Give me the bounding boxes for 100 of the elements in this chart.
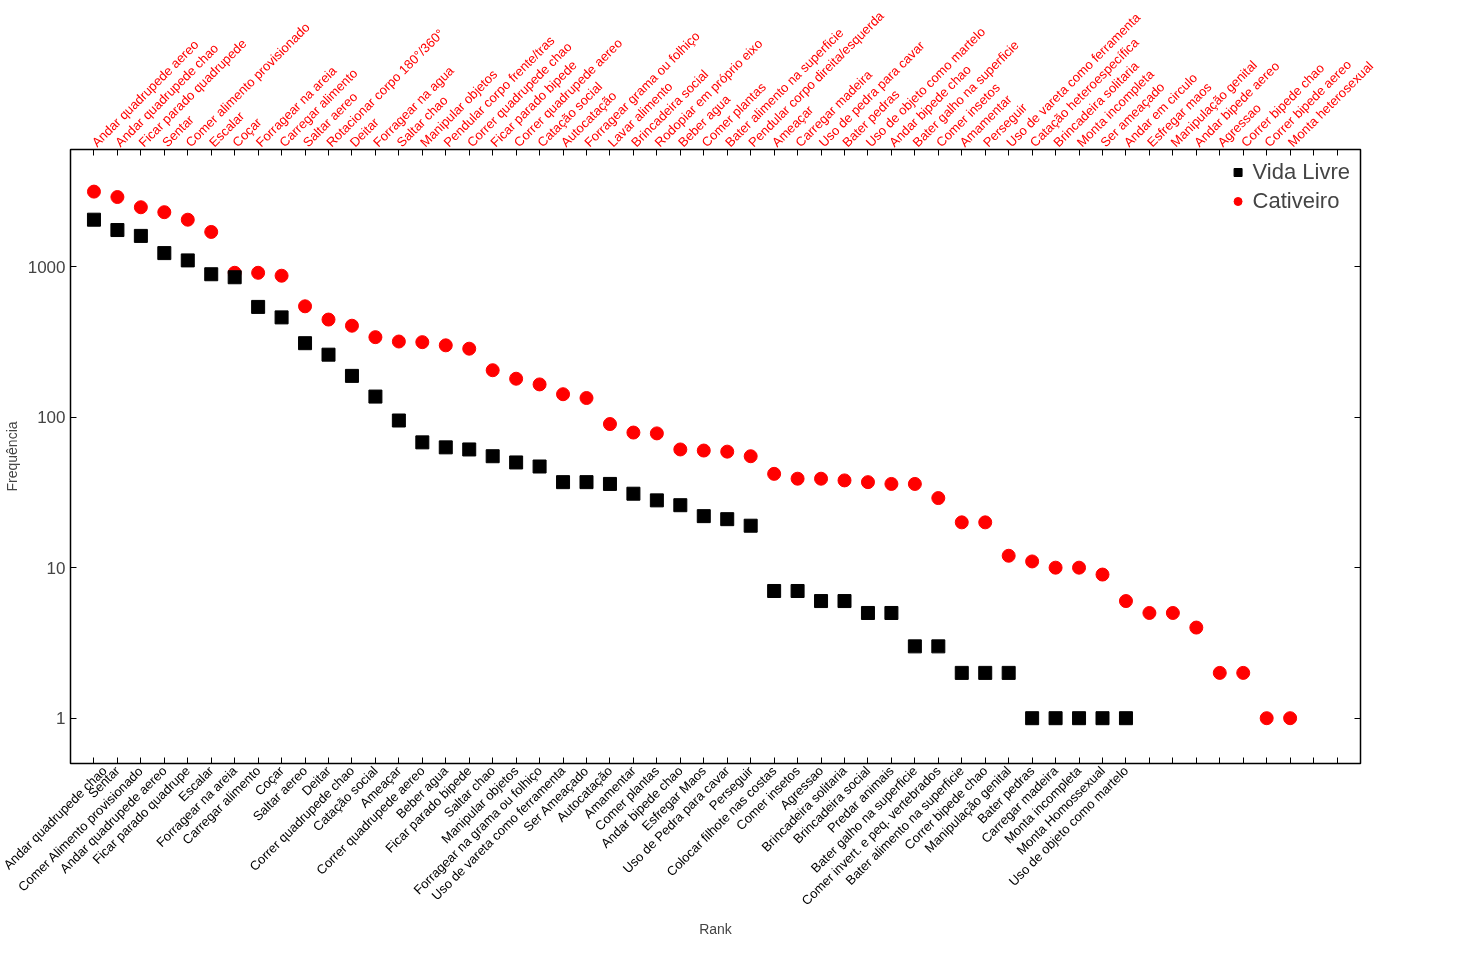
point bbox=[321, 347, 336, 362]
x-axis-title: Rank bbox=[699, 921, 733, 938]
point bbox=[227, 270, 242, 285]
point bbox=[1072, 711, 1087, 726]
point bbox=[860, 475, 875, 490]
point bbox=[556, 387, 571, 402]
point bbox=[462, 442, 477, 457]
point bbox=[673, 442, 688, 457]
point bbox=[790, 583, 805, 598]
point bbox=[907, 476, 922, 491]
point bbox=[274, 310, 289, 325]
point bbox=[133, 228, 148, 243]
point bbox=[790, 471, 805, 486]
point bbox=[579, 391, 594, 405]
point bbox=[438, 338, 453, 353]
point bbox=[814, 471, 829, 486]
point bbox=[579, 475, 594, 490]
point bbox=[1001, 548, 1016, 563]
point bbox=[649, 493, 664, 508]
y-tick-label: 100 bbox=[37, 408, 66, 428]
point bbox=[1072, 560, 1087, 575]
legend-label: Vida Livre bbox=[1252, 159, 1350, 185]
point bbox=[321, 312, 336, 327]
point bbox=[837, 473, 852, 488]
y-tick-label: 10 bbox=[46, 558, 66, 578]
point bbox=[602, 417, 617, 432]
point bbox=[133, 200, 148, 215]
point bbox=[391, 413, 406, 428]
y-tick-label: 1 bbox=[56, 709, 66, 729]
point bbox=[954, 515, 969, 530]
point bbox=[556, 475, 571, 490]
point bbox=[1118, 594, 1133, 609]
point bbox=[1259, 711, 1274, 726]
point bbox=[532, 377, 547, 392]
point bbox=[532, 459, 547, 474]
point bbox=[415, 435, 430, 450]
legend-label: Cativeiro bbox=[1252, 188, 1340, 214]
point bbox=[462, 341, 477, 356]
y-tick-label: 1000 bbox=[27, 257, 66, 277]
point bbox=[251, 299, 266, 314]
point bbox=[931, 491, 946, 506]
point bbox=[485, 363, 500, 378]
point bbox=[157, 246, 172, 261]
point bbox=[649, 426, 664, 441]
point bbox=[767, 466, 782, 481]
point bbox=[368, 330, 383, 345]
point bbox=[626, 486, 641, 501]
point bbox=[509, 371, 524, 386]
point bbox=[696, 509, 711, 524]
point bbox=[814, 594, 829, 609]
point bbox=[86, 212, 101, 227]
point bbox=[884, 605, 899, 620]
point bbox=[157, 205, 172, 220]
point bbox=[180, 253, 195, 268]
point bbox=[1025, 711, 1040, 726]
point bbox=[368, 389, 383, 404]
point bbox=[344, 368, 359, 383]
point bbox=[251, 265, 266, 280]
point bbox=[298, 336, 313, 351]
point bbox=[1095, 711, 1110, 726]
point bbox=[415, 335, 430, 350]
point bbox=[1283, 711, 1298, 726]
point bbox=[673, 498, 688, 513]
point bbox=[110, 190, 125, 205]
point bbox=[274, 268, 289, 283]
point bbox=[626, 425, 641, 440]
point bbox=[1118, 711, 1133, 726]
point bbox=[1165, 605, 1180, 620]
point bbox=[860, 605, 875, 620]
point bbox=[767, 583, 782, 598]
point bbox=[391, 334, 406, 349]
point bbox=[602, 476, 617, 491]
point bbox=[1236, 665, 1251, 680]
point bbox=[907, 639, 922, 654]
point bbox=[86, 184, 101, 199]
point bbox=[954, 665, 969, 680]
point bbox=[1095, 567, 1110, 582]
point bbox=[180, 212, 195, 227]
point bbox=[1001, 665, 1016, 680]
point bbox=[884, 476, 899, 491]
point bbox=[204, 224, 219, 239]
point bbox=[204, 267, 219, 282]
point bbox=[720, 512, 735, 527]
point bbox=[1048, 711, 1063, 726]
point bbox=[1189, 620, 1204, 635]
point bbox=[509, 455, 524, 470]
point bbox=[438, 440, 453, 455]
point bbox=[978, 515, 993, 530]
point bbox=[978, 665, 993, 680]
point bbox=[1212, 665, 1227, 680]
point bbox=[110, 223, 125, 238]
point bbox=[743, 518, 758, 533]
point bbox=[837, 594, 852, 609]
point bbox=[931, 639, 946, 654]
point bbox=[743, 449, 758, 464]
point bbox=[344, 318, 359, 333]
point bbox=[1142, 605, 1157, 620]
point bbox=[1025, 554, 1040, 569]
point bbox=[485, 449, 500, 464]
y-axis-title: Frequência bbox=[3, 421, 20, 492]
